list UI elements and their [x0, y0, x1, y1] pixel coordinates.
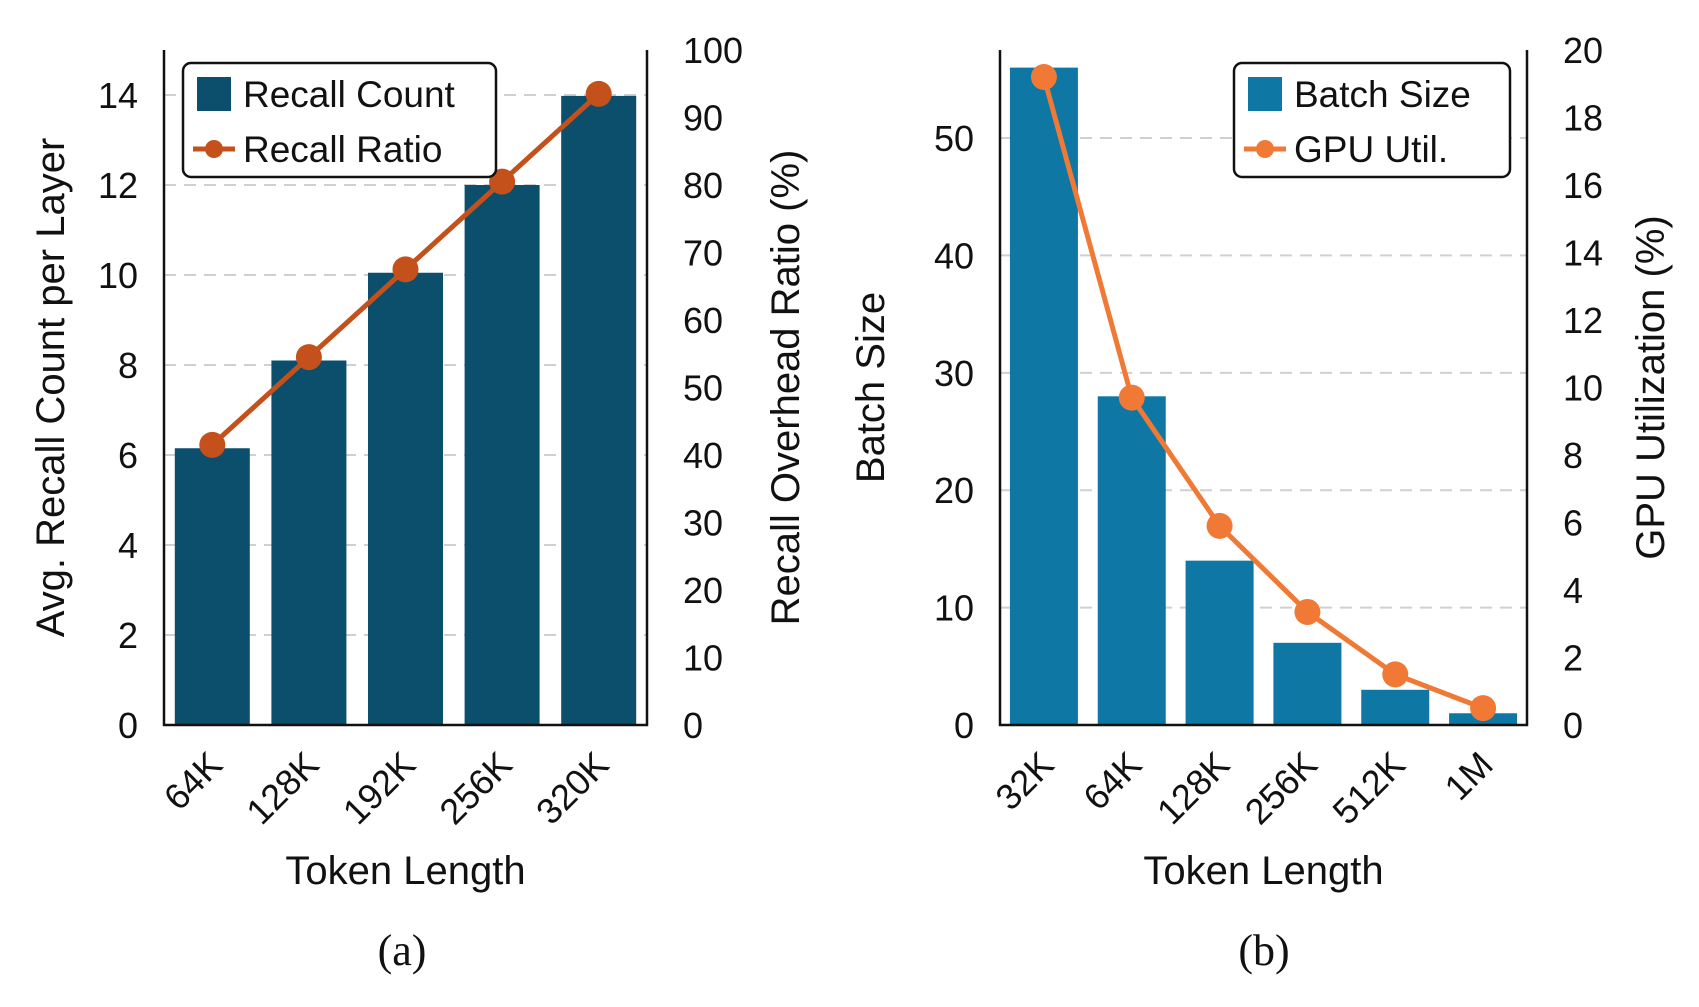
bar — [174, 448, 250, 725]
y-tick-label: 0 — [954, 705, 974, 746]
line-point — [199, 431, 226, 458]
bar — [1097, 396, 1166, 725]
line-point — [1382, 661, 1409, 688]
x-tick-label: 320K — [528, 744, 616, 832]
y-axis-label: Batch Size — [849, 292, 893, 483]
x-tick-label: 64K — [156, 744, 230, 818]
legend-swatch-marker — [205, 140, 223, 158]
line-point — [1206, 512, 1233, 539]
y2-tick-label: 14 — [1563, 233, 1603, 274]
legend-swatch-bar — [1248, 77, 1282, 111]
panel-caption: (a) — [378, 926, 427, 975]
y2-tick-label: 20 — [683, 570, 723, 611]
y2-tick-label: 50 — [683, 368, 723, 409]
y2-axis-label: GPU Utilization (%) — [1629, 215, 1673, 560]
x-tick-label: 1M — [1436, 744, 1500, 808]
legend: Batch Size GPU Util. — [1232, 61, 1512, 179]
x-tick-label: 64K — [1075, 744, 1149, 818]
chart-panel-a: 0 2 4 6 8 10 12 14 0 10 20 30 40 50 60 70 80 90 100 64K 128K… — [29, 30, 808, 975]
line-point — [489, 168, 516, 195]
legend-label: Batch Size — [1294, 74, 1471, 115]
x-tick-label: 256K — [1237, 744, 1325, 832]
bar — [561, 95, 637, 725]
legend-label: Recall Count — [243, 74, 456, 115]
x-tick-label: 512K — [1324, 744, 1412, 832]
legend-label: Recall Ratio — [243, 129, 442, 170]
y2-tick-label: 4 — [1563, 570, 1583, 611]
line-point — [1030, 64, 1057, 90]
y-axis-label: Avg. Recall Count per Layer — [29, 138, 73, 638]
y2-tick-label: 10 — [683, 638, 723, 679]
line-point — [1118, 384, 1145, 411]
y2-tick-label: 60 — [683, 300, 723, 341]
legend-swatch-marker — [1256, 140, 1274, 158]
y-tick-label: 4 — [118, 525, 138, 566]
y2-tick-label: 10 — [1563, 368, 1603, 409]
y-tick-label: 12 — [98, 165, 138, 206]
bar — [271, 360, 347, 725]
line-point — [295, 344, 322, 371]
legend-box — [1232, 61, 1512, 179]
axes-frame — [998, 50, 1529, 727]
y2-tick-label: 90 — [683, 98, 723, 139]
y-tick-label: 50 — [934, 118, 974, 159]
y2-axis-label: Recall Overhead Ratio (%) — [764, 150, 808, 626]
y-tick-label: 2 — [118, 615, 138, 656]
bar — [1009, 67, 1078, 725]
y2-tick-label: 20 — [1563, 30, 1603, 71]
x-axis-label: Token Length — [1143, 849, 1383, 893]
line-point — [1470, 695, 1497, 722]
bar — [464, 185, 540, 725]
y-tick-label: 14 — [98, 75, 138, 116]
y2-tick-label: 40 — [683, 435, 723, 476]
bar — [1273, 642, 1342, 725]
panel-caption: (b) — [1238, 926, 1289, 975]
y2-tick-label: 18 — [1563, 98, 1603, 139]
x-tick-label: 32K — [987, 744, 1061, 818]
y2-tick-label: 16 — [1563, 165, 1603, 206]
y2-tick-label: 2 — [1563, 638, 1583, 679]
y2-tick-label: 80 — [683, 165, 723, 206]
y2-tick-label: 0 — [683, 705, 703, 746]
axes-frame — [162, 50, 649, 727]
y2-tick-label: 0 — [1563, 705, 1583, 746]
y2-tick-label: 30 — [683, 503, 723, 544]
x-tick-label: 256K — [431, 744, 519, 832]
bar — [1361, 689, 1430, 725]
x-axis-label: Token Length — [285, 849, 525, 893]
y-tick-label: 20 — [934, 470, 974, 511]
x-tick-label: 192K — [335, 744, 423, 832]
y-tick-label: 40 — [934, 235, 974, 276]
x-tick-label: 128K — [1149, 744, 1237, 832]
y-tick-label: 10 — [98, 255, 138, 296]
y2-tick-label: 70 — [683, 233, 723, 274]
legend: Recall Count Recall Ratio — [181, 61, 498, 179]
series-line — [1041, 76, 1484, 711]
line-point — [585, 80, 612, 107]
x-tick-label: 128K — [238, 744, 326, 832]
chart-panel-b: 0 10 20 30 40 50 0 2 4 6 8 10 12 14 16 18 20 32K 64K 128K 25… — [849, 30, 1673, 975]
y-tick-label: 0 — [118, 705, 138, 746]
y2-tick-label: 100 — [683, 30, 743, 71]
line-point — [1294, 598, 1321, 625]
y-tick-label: 6 — [118, 435, 138, 476]
bar — [368, 272, 443, 725]
y-tick-label: 10 — [934, 588, 974, 629]
legend-swatch-bar — [197, 77, 231, 111]
y2-tick-label: 12 — [1563, 300, 1603, 341]
y2-tick-label: 6 — [1563, 503, 1583, 544]
y-tick-label: 30 — [934, 353, 974, 394]
y2-tick-label: 8 — [1563, 435, 1583, 476]
line-point — [392, 256, 419, 283]
bar — [1185, 560, 1254, 725]
y-tick-label: 8 — [118, 345, 138, 386]
legend-box — [181, 61, 498, 179]
legend-label: GPU Util. — [1294, 129, 1448, 170]
